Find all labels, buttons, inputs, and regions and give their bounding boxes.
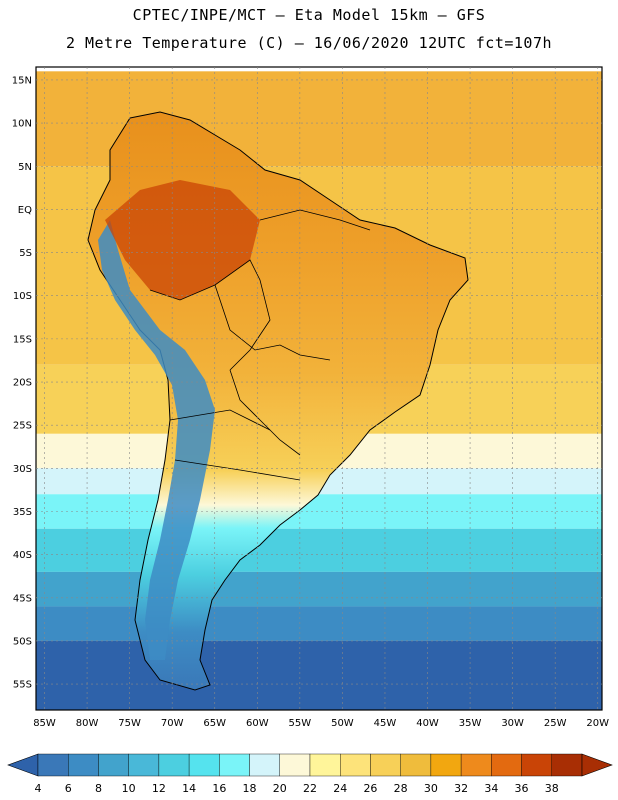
colorbar-swatch [128,753,160,777]
latitude-tick-label: 50S [13,636,32,647]
latitude-tick-label: 15N [12,75,32,86]
longitude-tick-label: 60W [246,718,269,729]
longitude-tick-label: 85W [33,718,56,729]
colorbar-tick-label: 4 [35,782,42,795]
colorbar-tick-label: 6 [65,782,72,795]
longitude-tick-label: 75W [118,718,141,729]
colorbar-swatch [68,753,99,777]
latitude-tick-label: 55S [13,680,32,691]
colorbar-tick-label: 28 [394,782,408,795]
latitude-labels: 15N 10N 5N EQ 5S 10S 15S 20S 25S 30S 35S 40S 45S 50S 5… [12,75,32,690]
longitude-tick-label: 55W [289,718,312,729]
colorbar-tick-label: 34 [484,782,498,795]
longitude-labels: 85W 80W 75W 70W 65W 60W 55W 50W 45W 40W 35W 30W 25W 2… [33,718,609,729]
colorbar-swatch [340,753,371,777]
colorbar-over-arrow [581,753,613,777]
latitude-tick-label: 35S [13,507,32,518]
colorbar-tick-label: 32 [454,782,468,795]
colorbar-tick-label: 22 [303,782,317,795]
map-title-line2: 2 Metre Temperature (C) – 16/06/2020 12U… [65,34,553,52]
latitude-tick-label: 10S [13,291,32,302]
colorbar-swatch [370,753,401,777]
longitude-tick-label: 35W [459,718,482,729]
colorbar-tick-label: 8 [95,782,102,795]
longitude-tick-label: 30W [501,718,524,729]
amazon-hot-region [105,180,260,300]
colorbar-swatch [491,753,522,777]
colorbar-swatch [188,753,220,777]
longitude-tick-label: 45W [374,718,397,729]
temperature-colorbar: 4 6 8 10 12 14 16 18 20 22 24 26 28 30 32 34 36 38 [7,753,613,795]
country-borders [149,209,371,481]
colorbar-swatch [430,753,462,777]
colorbar-tick-label: 30 [424,782,438,795]
colorbar-swatch [158,753,190,777]
colorbar-tick-label: 16 [212,782,226,795]
colorbar-swatch [521,753,552,777]
colorbar-under-arrow [7,753,39,777]
colorbar-tick-label: 38 [545,782,559,795]
andes-cool-region [98,220,215,660]
longitude-tick-label: 80W [76,718,99,729]
latitude-tick-label: 10N [12,119,32,130]
colorbar-swatch [460,753,492,777]
colorbar-swatch [249,753,280,777]
colorbar-swatch [219,753,250,777]
colorbar-tick-label: 36 [515,782,529,795]
longitude-tick-label: 40W [416,718,439,729]
colorbar-tick-label: 26 [363,782,377,795]
latitude-tick-label: 5N [18,162,32,173]
latitude-tick-label: 5S [19,248,32,259]
colorbar-tick-label: 10 [122,782,136,795]
longitude-tick-label: 50W [331,718,354,729]
colorbar-tick-label: 12 [152,782,166,795]
longitude-tick-label: 70W [161,718,184,729]
colorbar-swatch [37,753,69,777]
colorbar-tick-label: 14 [182,782,196,795]
colorbar-swatch [400,753,432,777]
ocean-band [36,640,602,710]
latitude-tick-label: 45S [13,593,32,604]
ocean-band [36,528,602,572]
graticule [36,67,602,710]
latitude-tick-label: 20S [13,378,32,389]
colorbar-swatch [309,753,341,777]
colorbar-tick-label: 24 [333,782,347,795]
latitude-tick-label: 25S [13,421,32,432]
ocean-band [36,571,602,607]
latitude-tick-label: 40S [13,550,32,561]
latitude-tick-label: 15S [13,334,32,345]
colorbar-swatch [551,753,583,777]
colorbar-tick-label: 20 [273,782,287,795]
longitude-tick-label: 25W [544,718,567,729]
longitude-tick-label: 65W [203,718,226,729]
colorbar-tick-label: 18 [243,782,257,795]
map-field [36,71,602,710]
map-title-line1: CPTEC/INPE/MCT – Eta Model 15km – GFS [132,6,486,24]
map-frame [35,66,603,711]
colorbar-swatch [98,753,129,777]
ocean-band [36,606,602,641]
colorbar-swatch [279,753,311,777]
latitude-tick-label: 30S [13,464,32,475]
latitude-tick-label: EQ [18,205,32,216]
longitude-tick-label: 20W [586,718,609,729]
